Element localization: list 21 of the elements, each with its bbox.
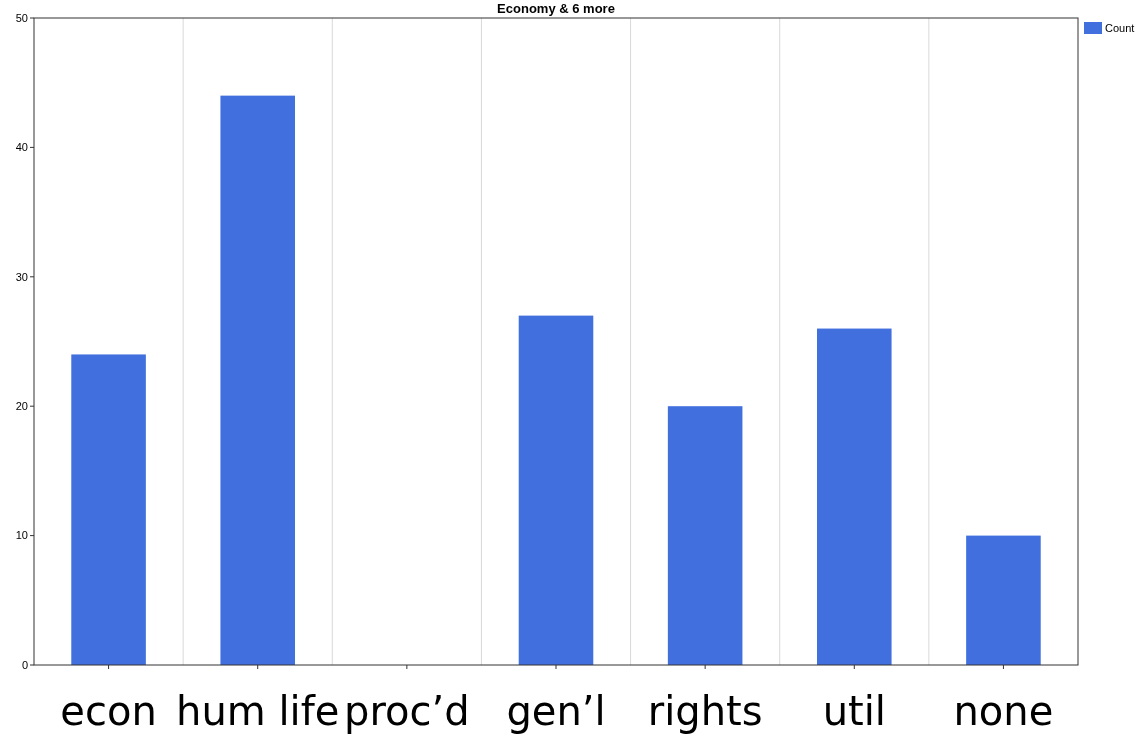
chart-title: Economy & 6 more — [497, 1, 615, 16]
y-tick-label: 50 — [15, 11, 28, 24]
y-tick-label: 30 — [15, 270, 28, 283]
y-tick-label: 20 — [15, 400, 28, 413]
bar — [817, 328, 892, 665]
bar — [667, 406, 743, 665]
bar — [71, 354, 146, 665]
legend-label: Count — [1105, 22, 1135, 34]
x-tick-label: none — [953, 688, 1054, 734]
y-tick-label: 0 — [21, 658, 28, 671]
x-tick-label: proc’d — [344, 688, 470, 734]
bar — [220, 95, 295, 665]
x-tick-label: gen’l — [506, 688, 606, 734]
x-tick-label: econ — [60, 688, 157, 734]
y-tick-label: 10 — [15, 529, 28, 542]
x-tick-label: util — [822, 688, 886, 734]
bar — [518, 315, 594, 665]
x-tick-label: rights — [647, 688, 763, 734]
bar — [966, 535, 1041, 665]
x-tick-label: hum life — [176, 688, 340, 734]
y-tick-label: 40 — [15, 141, 28, 154]
